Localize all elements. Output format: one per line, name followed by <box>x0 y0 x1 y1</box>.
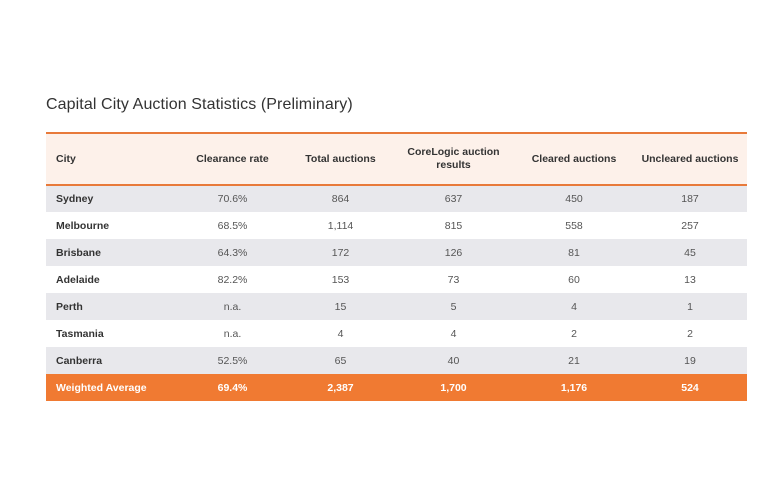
cell-corelogic-results: 40 <box>447 354 460 367</box>
cell-clearance-rate: 70.6% <box>217 193 248 205</box>
table-row: Perth n.a. 15 5 4 1 <box>46 293 747 320</box>
total-cell-uncleared-auctions: 524 <box>681 381 699 394</box>
table-row: Adelaide 82.2% 153 73 60 13 <box>46 266 747 293</box>
total-cell-clearance-rate: 69.4% <box>217 381 248 394</box>
auction-statistics-table-container: City Clearance rate Total auctions CoreL… <box>46 132 747 401</box>
cell-clearance-rate: 64.3% <box>217 246 248 259</box>
cell-total-auctions: 1,114 <box>327 219 354 232</box>
cell-uncleared-auctions: 45 <box>684 246 696 259</box>
table-header: City Clearance rate Total auctions CoreL… <box>46 133 747 185</box>
weighted-average-row: Weighted Average 69.4% 2,387 1,700 1,176 524 <box>46 374 747 401</box>
cell-clearance-rate: 68.5% <box>217 219 248 232</box>
header-corelogic-results: CoreLogic auction results <box>407 146 500 171</box>
header-cleared-auctions: Cleared auctions <box>531 152 617 165</box>
total-cell-city: Weighted Average <box>56 381 147 394</box>
cell-city: Canberra <box>56 354 103 367</box>
cell-cleared-auctions: 81 <box>568 246 580 259</box>
cell-cleared-auctions: 558 <box>565 219 583 232</box>
cell-cleared-auctions: 4 <box>571 300 577 313</box>
cell-total-auctions: 864 <box>331 193 350 205</box>
total-cell-corelogic-results: 1,700 <box>440 381 467 394</box>
cell-uncleared-auctions: 19 <box>684 354 696 367</box>
cell-total-auctions: 15 <box>334 300 347 313</box>
cell-clearance-rate: n.a. <box>223 327 242 340</box>
cell-city: Perth <box>56 300 83 313</box>
cell-clearance-rate: 52.5% <box>217 354 248 367</box>
header-total-auctions: Total auctions <box>305 152 376 165</box>
page-title: Capital City Auction Statistics (Prelimi… <box>46 96 353 113</box>
header-uncleared-auctions: Uncleared auctions <box>641 152 739 165</box>
table-row: Brisbane 64.3% 172 126 81 45 <box>46 239 747 266</box>
cell-city: Sydney <box>56 193 94 205</box>
total-cell-cleared-auctions: 1,176 <box>560 381 588 394</box>
table-row: Melbourne 68.5% 1,114 815 558 257 <box>46 212 747 239</box>
cell-corelogic-results: 126 <box>444 246 463 259</box>
total-cell-total-auctions: 2,387 <box>327 381 354 394</box>
cell-cleared-auctions: 2 <box>571 327 577 340</box>
cell-uncleared-auctions: 2 <box>687 327 693 340</box>
cell-uncleared-auctions: 1 <box>687 300 693 313</box>
cell-uncleared-auctions: 257 <box>681 219 699 232</box>
cell-corelogic-results: 73 <box>447 273 460 286</box>
cell-city: Melbourne <box>56 219 110 232</box>
auction-statistics-table: City Clearance rate Total auctions CoreL… <box>46 132 747 401</box>
cell-total-auctions: 4 <box>337 327 344 340</box>
cell-uncleared-auctions: 187 <box>681 193 699 205</box>
cell-city: Tasmania <box>56 327 104 340</box>
cell-corelogic-results: 637 <box>444 193 463 205</box>
cell-corelogic-results: 4 <box>450 327 457 340</box>
table-row: Tasmania n.a. 4 4 2 2 <box>46 320 747 347</box>
cell-corelogic-results: 815 <box>444 219 463 232</box>
cell-city: Adelaide <box>56 273 100 286</box>
cell-total-auctions: 65 <box>334 354 347 367</box>
cell-total-auctions: 153 <box>331 273 350 286</box>
cell-total-auctions: 172 <box>331 246 350 259</box>
header-row: City Clearance rate Total auctions CoreL… <box>46 133 747 185</box>
cell-clearance-rate: n.a. <box>223 300 242 313</box>
cell-corelogic-results: 5 <box>450 300 457 313</box>
header-clearance-rate: Clearance rate <box>196 152 269 165</box>
table-row: Canberra 52.5% 65 40 21 19 <box>46 347 747 374</box>
cell-uncleared-auctions: 13 <box>684 273 696 286</box>
table-body: Sydney 70.6% 864 637 450 187 Melbourne 68.5% 1,1… <box>46 185 747 401</box>
cell-city: Brisbane <box>56 246 101 259</box>
cell-cleared-auctions: 60 <box>568 273 580 286</box>
header-city: City <box>56 152 76 165</box>
table-row: Sydney 70.6% 864 637 450 187 <box>46 185 747 212</box>
cell-cleared-auctions: 450 <box>565 193 583 205</box>
cell-cleared-auctions: 21 <box>568 354 580 367</box>
cell-clearance-rate: 82.2% <box>217 273 248 286</box>
